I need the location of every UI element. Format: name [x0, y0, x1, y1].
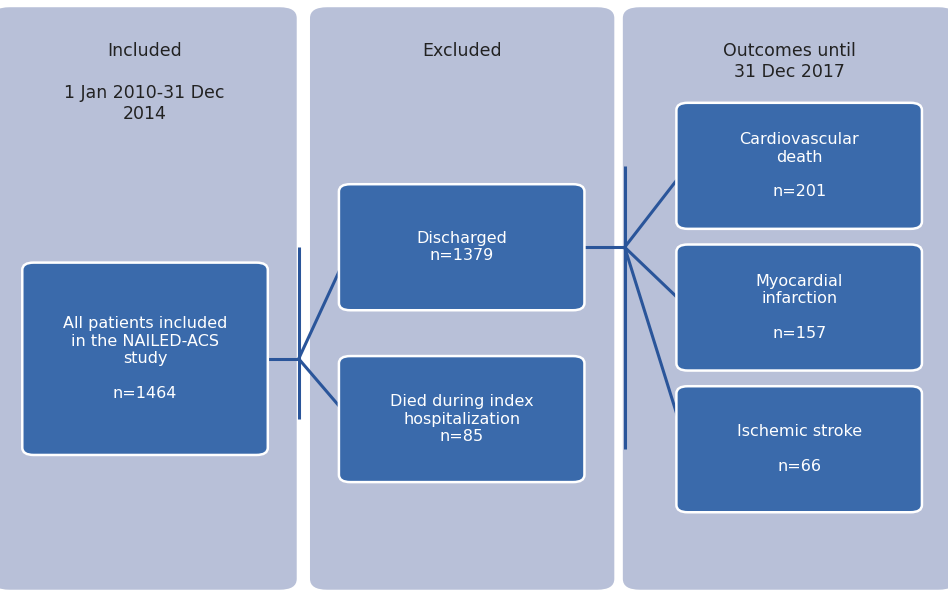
Text: Outcomes until
31 Dec 2017: Outcomes until 31 Dec 2017: [722, 42, 856, 81]
FancyBboxPatch shape: [310, 7, 614, 590]
Text: All patients included
in the NAILED-ACS
study

n=1464: All patients included in the NAILED-ACS …: [63, 317, 228, 401]
Text: Myocardial
infarction

n=157: Myocardial infarction n=157: [756, 274, 843, 341]
Text: Discharged
n=1379: Discharged n=1379: [416, 231, 507, 264]
FancyBboxPatch shape: [623, 7, 948, 590]
FancyBboxPatch shape: [338, 356, 584, 482]
Text: Excluded: Excluded: [423, 42, 501, 60]
FancyBboxPatch shape: [0, 7, 297, 590]
FancyBboxPatch shape: [338, 185, 584, 310]
Text: Died during index
hospitalization
n=85: Died during index hospitalization n=85: [390, 394, 534, 444]
Text: Ischemic stroke

n=66: Ischemic stroke n=66: [737, 425, 862, 474]
FancyBboxPatch shape: [676, 245, 921, 370]
FancyBboxPatch shape: [676, 387, 921, 513]
FancyBboxPatch shape: [676, 103, 921, 229]
Text: Cardiovascular
death

n=201: Cardiovascular death n=201: [739, 132, 859, 200]
Text: Included

1 Jan 2010-31 Dec
2014: Included 1 Jan 2010-31 Dec 2014: [64, 42, 225, 122]
FancyBboxPatch shape: [23, 263, 267, 455]
